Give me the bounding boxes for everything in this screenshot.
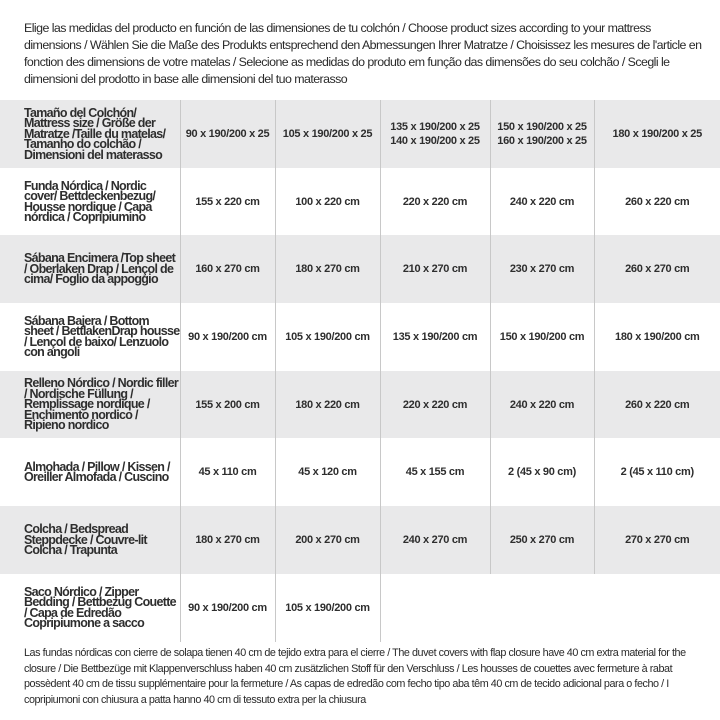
header-size: 90 x 190/200 x 25	[179, 100, 275, 168]
row-label: Almohada / Pillow / Kissen / Oreiller Al…	[24, 459, 170, 485]
size-cell: 2 (45 x 110 cm)	[593, 438, 720, 507]
table-row: Saco Nórdico / Zipper Bedding / Bettbezu…	[0, 573, 720, 642]
table-row: Sábana Encimera /Top sheet / Oberlaken D…	[0, 235, 720, 304]
size-cell: 45 x 155 cm	[379, 438, 490, 507]
size-value: 140 x 190/200 x 25	[390, 134, 480, 147]
size-value: 180 x 190/200 x 25	[612, 127, 703, 140]
footnote: Las fundas nórdicas con cierre de solapa…	[24, 647, 686, 706]
size-cell: 250 x 270 cm	[489, 506, 594, 574]
empty-cell	[594, 573, 720, 642]
row-label: Relleno Nórdico / Nordic filler / Nordis…	[24, 376, 179, 433]
size-value: 150 x 190/200 x 25	[497, 120, 587, 133]
empty-cell	[490, 573, 594, 642]
size-cell: 155 x 200 cm	[179, 370, 275, 439]
size-cell: 180 x 190/200 cm	[593, 303, 720, 371]
row-label: Saco Nórdico / Zipper Bedding / Bettbezu…	[24, 584, 177, 631]
size-cell: 90 x 190/200 cm	[179, 573, 275, 642]
intro-text: Elige las medidas del producto en funció…	[24, 21, 702, 86]
size-cell: 90 x 190/200 cm	[179, 303, 275, 371]
size-cell: 100 x 220 cm	[274, 167, 380, 236]
size-value: 135 x 190/200 x 25	[390, 120, 480, 133]
size-cell: 105 x 190/200 cm	[274, 303, 380, 371]
size-cell: 2 (45 x 90 cm)	[489, 438, 594, 507]
size-cell: 270 x 270 cm	[593, 506, 720, 574]
size-cell: 240 x 270 cm	[379, 506, 490, 574]
size-cell: 45 x 120 cm	[274, 438, 380, 507]
size-cell: 210 x 270 cm	[379, 235, 490, 304]
row-label: Sábana Encimera /Top sheet / Oberlaken D…	[24, 251, 176, 287]
size-cell: 220 x 220 cm	[379, 370, 490, 439]
size-cell: 155 x 220 cm	[179, 167, 275, 236]
header-size: 105 x 190/200 x 25	[274, 100, 380, 168]
table-row: Relleno Nórdico / Nordic filler / Nordis…	[0, 370, 720, 439]
table-row: Almohada / Pillow / Kissen / Oreiller Al…	[0, 438, 720, 507]
size-value: 160 x 190/200 x 25	[497, 134, 587, 147]
size-cell: 230 x 270 cm	[489, 235, 594, 304]
size-cell: 180 x 270 cm	[179, 506, 275, 574]
size-cell: 105 x 190/200 cm	[274, 573, 380, 642]
size-cell: 180 x 270 cm	[274, 235, 380, 304]
header-row: Tamaño del Colchón/ Mattress size / Größ…	[0, 100, 720, 168]
size-cell: 240 x 220 cm	[489, 167, 594, 236]
size-cell: 200 x 270 cm	[274, 506, 380, 574]
row-label: Sábana Bajera / Bottom sheet / Bettlaken…	[24, 313, 180, 360]
size-cell: 260 x 220 cm	[593, 167, 720, 236]
size-value: 105 x 190/200 x 25	[282, 127, 373, 140]
size-cell: 240 x 220 cm	[489, 370, 594, 439]
size-cell: 260 x 270 cm	[593, 235, 720, 304]
header-size: 150 x 190/200 x 25 160 x 190/200 x 25	[489, 100, 594, 168]
size-cell: 45 x 110 cm	[179, 438, 275, 507]
size-cell: 260 x 220 cm	[593, 370, 720, 439]
table-row: Colcha / Bedspread Steppdecke / Couvre-l…	[0, 506, 720, 574]
table-row: Funda Nórdica / Nordic cover/ Bettdecken…	[0, 167, 720, 236]
row-label: Colcha / Bedspread Steppdecke / Couvre-l…	[24, 522, 148, 558]
header-label: Tamaño del Colchón/ Mattress size / Größ…	[24, 105, 166, 162]
size-value: 90 x 190/200 x 25	[185, 127, 270, 140]
empty-cell	[379, 573, 490, 642]
row-label: Funda Nórdica / Nordic cover/ Bettdecken…	[24, 178, 156, 225]
size-cell: 160 x 270 cm	[179, 235, 275, 304]
header-size: 135 x 190/200 x 25 140 x 190/200 x 25	[379, 100, 490, 168]
table-row: Sábana Bajera / Bottom sheet / Bettlaken…	[0, 303, 720, 371]
size-cell: 220 x 220 cm	[379, 167, 490, 236]
header-size: 180 x 190/200 x 25	[593, 100, 720, 168]
size-cell: 180 x 220 cm	[274, 370, 380, 439]
size-cell: 150 x 190/200 cm	[489, 303, 594, 371]
size-table: Tamaño del Colchón/ Mattress size / Größ…	[0, 100, 720, 642]
size-cell: 135 x 190/200 cm	[379, 303, 490, 371]
